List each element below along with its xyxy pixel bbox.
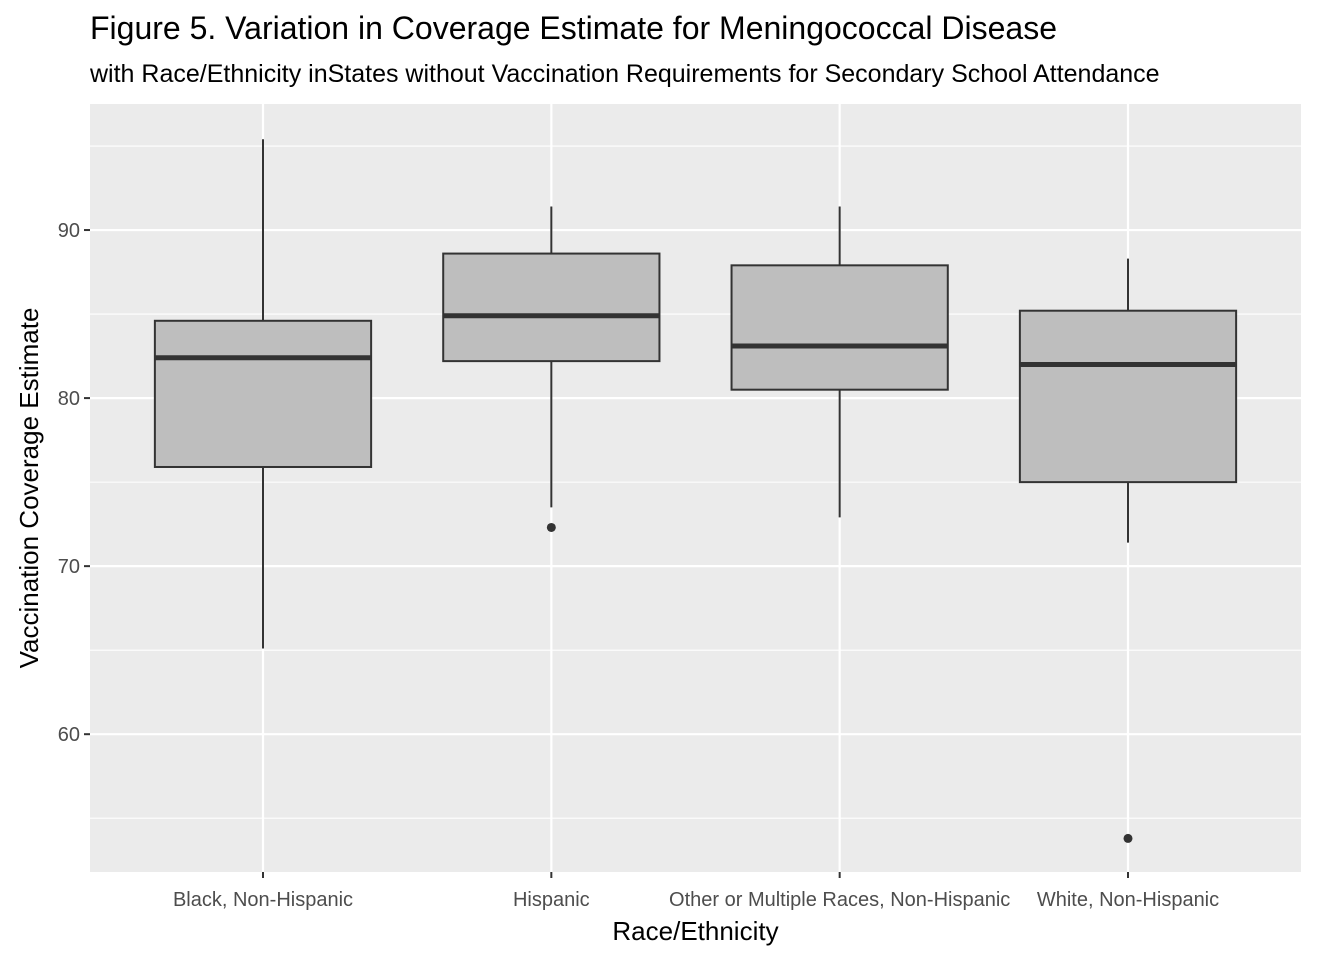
x-tick-label: Hispanic	[513, 889, 590, 911]
box-iqr	[730, 264, 949, 391]
chart-subtitle: with Race/Ethnicity inStates without Vac…	[90, 60, 1160, 88]
y-tick-label: 80	[58, 388, 80, 410]
x-tick-label: Black, Non-Hispanic	[173, 889, 353, 911]
x-tick-label: White, Non-Hispanic	[1037, 889, 1219, 911]
boxes	[153, 139, 1238, 843]
box-iqr	[1018, 309, 1238, 484]
x-axis-ticks: Black, Non-Hispanic Hispanic Other or Mult…	[173, 872, 1219, 911]
box-2	[442, 206, 661, 532]
y-tick-label: 60	[58, 724, 80, 746]
box-iqr	[442, 252, 661, 363]
outlier-point	[1123, 833, 1133, 843]
x-axis-title: Race/Ethnicity	[612, 916, 778, 946]
y-tick-label: 90	[58, 220, 80, 242]
box-1	[153, 139, 373, 649]
box-3	[730, 206, 949, 518]
box-iqr	[153, 319, 373, 468]
outlier-point	[546, 522, 556, 532]
plot-panel	[90, 104, 1301, 872]
y-tick-label: 70	[58, 556, 80, 578]
y-axis-title: Vaccination Coverage Estimate	[14, 308, 44, 669]
chart-title: Figure 5. Variation in Coverage Estimate…	[90, 10, 1057, 46]
x-tick-label: Other or Multiple Races, Non-Hispanic	[669, 889, 1010, 911]
y-axis-ticks: 60 70 80 90	[58, 220, 90, 746]
box-4	[1018, 258, 1238, 843]
